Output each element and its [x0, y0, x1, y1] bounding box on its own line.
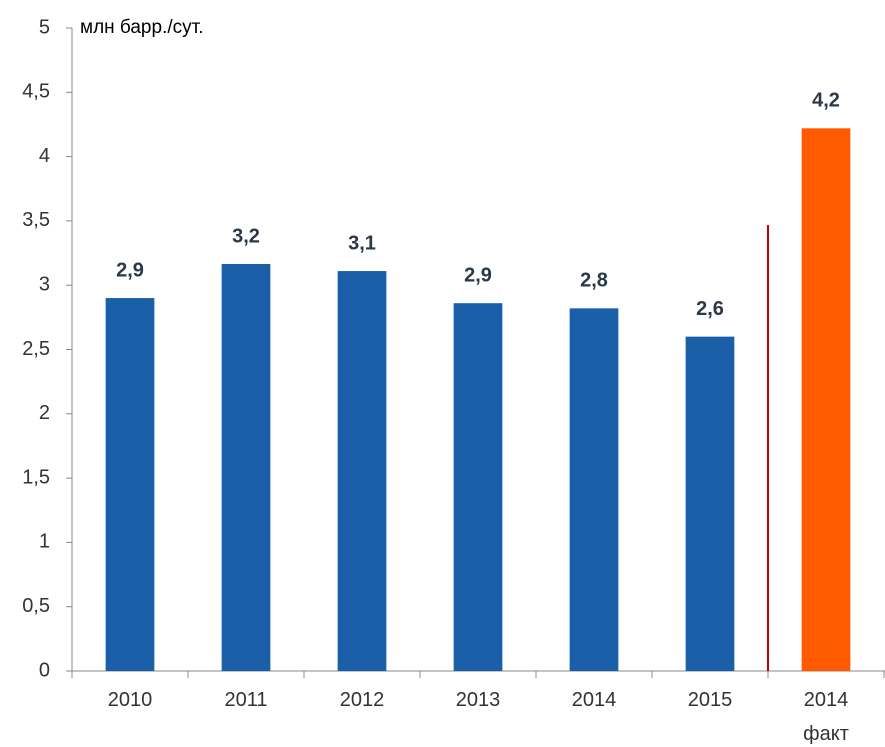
y-tick-label: 5	[39, 16, 50, 38]
y-tick-label: 2,5	[22, 338, 50, 360]
y-tick-label: 1	[39, 531, 50, 553]
y-tick-label: 4	[39, 145, 50, 167]
x-tick-label: 2014	[571, 689, 617, 711]
y-tick-label: 3	[39, 273, 50, 295]
x-tick-label: 2015	[687, 689, 733, 711]
value-label: 2,6	[696, 298, 724, 320]
y-tick-label: 1,5	[22, 466, 50, 488]
x-tick-label: 2010	[107, 689, 153, 711]
x-tick-label: 2011	[224, 689, 268, 711]
y-tick-label: 2	[39, 402, 50, 424]
x-tick-label: 2014 факт	[803, 689, 849, 745]
bar	[221, 263, 271, 671]
y-tick-label: 0	[39, 659, 50, 681]
bar	[569, 308, 619, 671]
bar	[337, 271, 387, 671]
y-axis-label: млн барр./сут.	[80, 17, 204, 38]
value-label: 4,2	[812, 90, 840, 112]
y-tick-label: 3,5	[22, 209, 50, 231]
x-tick-label: 2013	[455, 689, 501, 711]
y-tick-label: 0,5	[22, 595, 50, 617]
x-tick-label: 2012	[339, 689, 385, 711]
value-label: 2,9	[116, 259, 144, 281]
value-label: 3,2	[232, 225, 260, 247]
bar	[801, 128, 851, 672]
bar	[685, 336, 735, 671]
bar	[453, 303, 503, 671]
y-tick-label: 4,5	[22, 81, 50, 103]
value-label: 2,8	[580, 270, 608, 292]
bar	[105, 298, 155, 671]
value-label: 3,1	[348, 232, 376, 254]
value-label: 2,9	[464, 264, 492, 286]
